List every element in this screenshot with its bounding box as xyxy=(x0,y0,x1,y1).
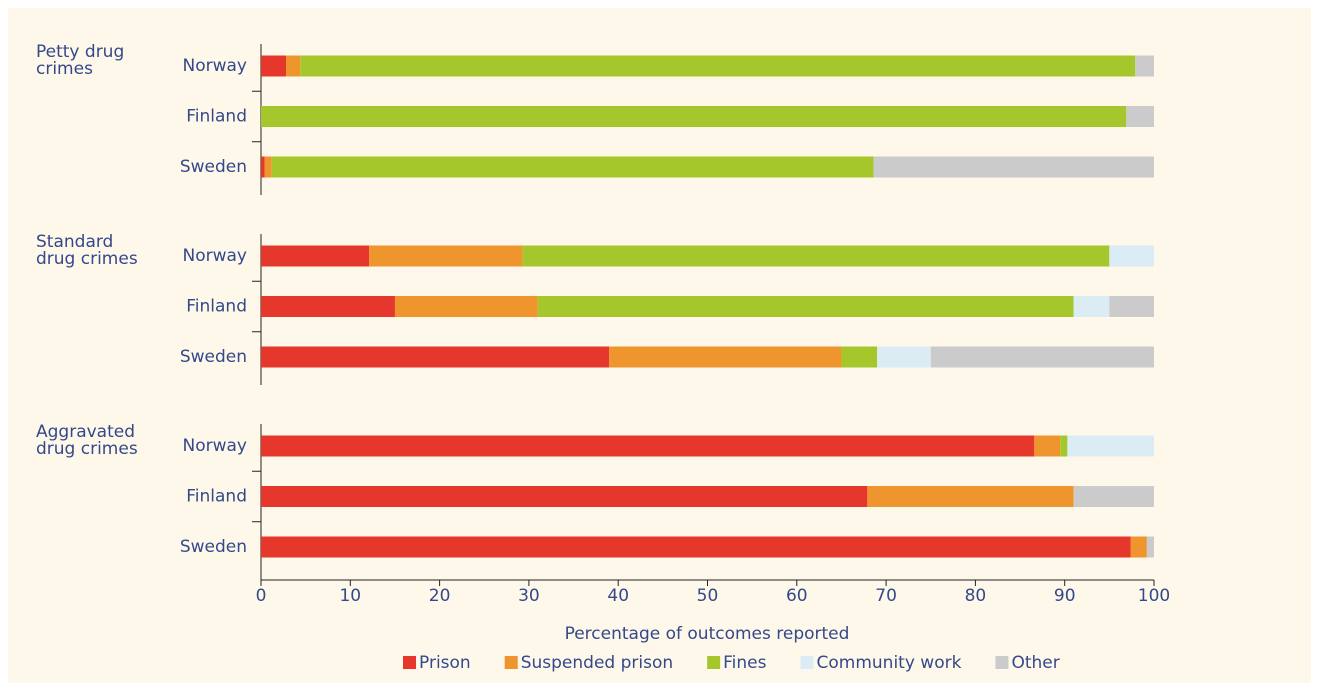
legend-swatch xyxy=(403,656,416,669)
x-tick-label: 100 xyxy=(1138,586,1170,606)
y-tick-label: Norway xyxy=(183,56,248,76)
group-label: Aggravated drug crimes xyxy=(36,422,138,459)
bar-segment xyxy=(286,55,301,77)
legend-swatch xyxy=(707,656,721,669)
bar-segment xyxy=(873,156,1154,178)
legend-label: Prison xyxy=(419,653,471,673)
y-tick-label: Norway xyxy=(183,436,248,456)
bar-segment xyxy=(261,55,287,77)
bar-segment xyxy=(261,296,395,317)
bar-segment xyxy=(300,55,1136,77)
bar-segment xyxy=(261,486,868,507)
y-tick-label: Sweden xyxy=(180,157,247,177)
legend-label: Fines xyxy=(723,653,766,673)
bar-segment xyxy=(537,296,1074,317)
x-tick-label: 70 xyxy=(875,586,897,606)
x-tick-label: 30 xyxy=(518,586,540,606)
bar-segment xyxy=(261,156,265,178)
group-label: Standard drug crimes xyxy=(36,232,138,269)
bar-segment xyxy=(369,245,523,267)
legend-swatch xyxy=(800,656,814,669)
bar-segment xyxy=(261,245,370,267)
x-tick-label: 0 xyxy=(256,586,267,606)
bar-segment xyxy=(877,346,931,368)
x-tick-label: 50 xyxy=(697,586,719,606)
bar-segment xyxy=(1060,435,1068,457)
bar-segment xyxy=(394,296,538,317)
bar-segment xyxy=(1073,486,1154,507)
bar-segment xyxy=(930,346,1154,368)
bar-segment xyxy=(867,486,1074,507)
bar-segment xyxy=(1073,296,1110,317)
bar-segment xyxy=(841,346,878,368)
bar-segment xyxy=(1146,536,1154,558)
bar-segment xyxy=(261,536,1131,558)
bar-segment xyxy=(261,106,1127,127)
legend-swatch xyxy=(995,656,1009,669)
bar-segment xyxy=(522,245,1110,267)
bar-segment xyxy=(1130,536,1147,558)
x-axis-label: Percentage of outcomes reported xyxy=(565,624,850,644)
legend-label: Suspended prison xyxy=(521,653,673,673)
x-tick-label: 90 xyxy=(1054,586,1076,606)
y-tick-label: Sweden xyxy=(180,347,247,367)
bar-segment xyxy=(264,156,272,178)
y-tick-label: Finland xyxy=(186,107,247,127)
group-label: Petty drug crimes xyxy=(36,42,125,79)
y-tick-label: Norway xyxy=(183,246,248,266)
bar-segment xyxy=(271,156,874,178)
x-tick-label: 60 xyxy=(786,586,808,606)
bar-segment xyxy=(1109,245,1154,267)
bar-segment xyxy=(1126,106,1154,127)
bar-segment xyxy=(261,435,1035,457)
y-tick-label: Finland xyxy=(186,487,247,507)
bar-segment xyxy=(609,346,842,368)
bar-segment xyxy=(1135,55,1154,77)
y-tick-label: Finland xyxy=(186,297,247,317)
legend-swatch xyxy=(504,656,518,669)
bar-segment xyxy=(261,346,610,368)
x-tick-label: 20 xyxy=(429,586,451,606)
x-tick-label: 80 xyxy=(965,586,987,606)
bar-segment xyxy=(1067,435,1154,457)
x-tick-label: 10 xyxy=(339,586,361,606)
x-tick-label: 40 xyxy=(607,586,629,606)
legend-label: Other xyxy=(1011,653,1059,673)
bar-segment xyxy=(1109,296,1154,317)
y-tick-label: Sweden xyxy=(180,537,247,557)
bar-segment xyxy=(1034,435,1061,457)
legend-label: Community work xyxy=(817,653,962,673)
